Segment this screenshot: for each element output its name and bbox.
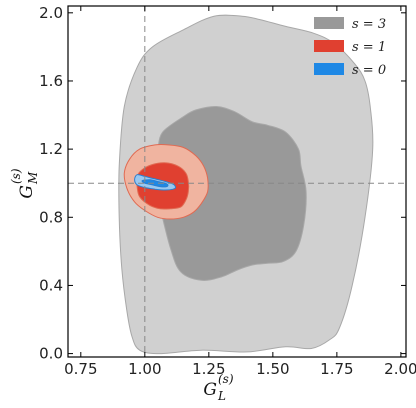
axis-ticks: 0.75 1.00 1.25 1.50 1.75 2.00 0.0 0.4 0.8 1.2 1.6 2… [39, 4, 416, 378]
x-tick-label: 2.00 [384, 360, 416, 378]
y-tick-label: 2.0 [39, 4, 63, 22]
y-tick-label: 1.2 [39, 140, 63, 158]
legend-label: s = 3 [352, 17, 386, 32]
contour-regions [118, 14, 374, 355]
x-axis-title-sub: L [217, 389, 226, 403]
x-tick-label: 1.50 [256, 360, 289, 378]
legend-swatch [314, 40, 344, 52]
legend-label: s = 1 [352, 40, 386, 55]
x-axis-title: G L (s) [203, 372, 233, 403]
reference-lines [68, 6, 406, 357]
x-axis-title-sup: (s) [218, 372, 234, 386]
y-axis-title: G M (s) [9, 168, 40, 198]
legend-swatch [314, 63, 344, 75]
y-tick-label: 0.0 [39, 345, 63, 363]
y-axis-title-main: G [17, 185, 37, 199]
x-tick-label: 0.75 [64, 360, 97, 378]
legend: s = 3 s = 1 s = 0 [314, 17, 386, 78]
contour-s-0-inner [141, 179, 169, 188]
y-axis-title-sup: (s) [9, 168, 23, 184]
legend-swatch [314, 17, 344, 29]
plot-frame [67, 5, 407, 358]
y-tick-label: 0.8 [39, 208, 63, 226]
y-axis-title-sub: M [26, 171, 40, 185]
y-tick-label: 1.6 [39, 72, 63, 90]
x-tick-label: 1.00 [128, 360, 161, 378]
y-tick-label: 0.4 [39, 276, 63, 294]
x-tick-label: 1.25 [192, 360, 225, 378]
x-tick-label: 1.75 [320, 360, 353, 378]
legend-label: s = 0 [352, 63, 386, 78]
x-axis-title-main: G [203, 380, 217, 400]
